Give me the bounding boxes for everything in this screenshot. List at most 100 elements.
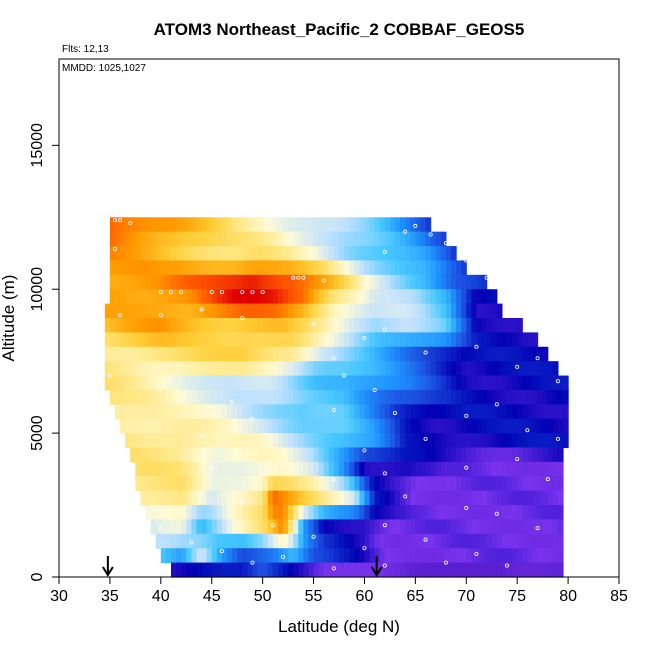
sample-point (494, 511, 499, 516)
curtain-cell (451, 274, 457, 290)
curtain-cell (145, 461, 152, 477)
curtain-cell (165, 346, 172, 362)
curtain-cell (150, 519, 157, 535)
curtain-cell (384, 562, 391, 578)
curtain-cell (476, 447, 483, 463)
curtain-cell (440, 246, 447, 262)
curtain-cell (445, 346, 452, 362)
sample-point (362, 546, 367, 551)
curtain-cell (496, 303, 503, 319)
curtain-cell (104, 361, 111, 377)
curtain-cell (522, 505, 528, 521)
curtain-cell (333, 433, 340, 449)
curtain-cell (221, 361, 228, 377)
curtain-cell (191, 461, 198, 477)
curtain-cell (333, 274, 340, 290)
curtain-cell (221, 318, 228, 333)
curtain-cell (171, 246, 177, 262)
curtain-cell (293, 260, 299, 276)
curtain-cell (364, 519, 371, 535)
curtain-cell (374, 332, 381, 348)
curtain-cell (186, 274, 192, 290)
dates-annotation: MMDD: 1025,1027 (62, 63, 146, 74)
curtain-cell (165, 303, 172, 319)
curtain-cell (267, 231, 274, 247)
curtain-cell (354, 274, 360, 290)
curtain-cell (160, 476, 167, 492)
curtain-cell (415, 519, 422, 535)
curtain-cell (481, 519, 488, 535)
curtain-cell (145, 289, 152, 305)
curtain-cell (369, 217, 376, 233)
curtain-cell (451, 361, 457, 377)
curtain-cell (354, 548, 360, 564)
curtain-cell (308, 361, 315, 377)
curtain-cell (191, 389, 198, 405)
curtain-cell (532, 346, 539, 362)
curtain-cell (186, 562, 192, 578)
curtain-cell (501, 505, 508, 521)
curtain-cell (461, 548, 467, 564)
curtain-cell (359, 303, 366, 319)
curtain-cell (451, 519, 457, 535)
curtain-cell (456, 533, 462, 549)
curtain-cell (186, 346, 192, 362)
curtain-cell (232, 519, 238, 535)
curtain-cell (507, 361, 513, 377)
curtain-cell (379, 217, 386, 233)
curtain-cell (257, 476, 264, 492)
curtain-cell (293, 332, 299, 348)
curtain-cell (140, 217, 147, 233)
curtain-cell (410, 476, 416, 492)
curtain-cell (242, 289, 248, 305)
curtain-cell (379, 505, 386, 521)
sample-point (545, 477, 550, 482)
curtain-cell (125, 274, 131, 290)
curtain-cell (288, 303, 294, 319)
curtain-cell (410, 418, 416, 434)
curtain-cell (349, 562, 355, 578)
curtain-cell (425, 217, 432, 233)
curtain-cell (425, 389, 432, 405)
curtain-cell (272, 246, 279, 262)
curtain-cell (160, 447, 167, 463)
sample-point (240, 290, 245, 295)
curtain-cell (323, 389, 330, 405)
curtain-cell (369, 433, 376, 449)
curtain-cell (247, 418, 254, 434)
curtain-cell (491, 548, 498, 564)
curtain-cell (359, 217, 366, 233)
curtain-cell (369, 332, 376, 348)
curtain-cell (563, 418, 569, 434)
curtain-cell (150, 375, 157, 391)
curtain-cell (344, 361, 350, 377)
curtain-cell (364, 562, 371, 578)
curtain-cell (165, 476, 172, 492)
curtain-cell (481, 533, 488, 549)
curtain-cell (354, 332, 360, 348)
curtain-cell (216, 303, 223, 319)
curtain-cell (211, 332, 218, 348)
curtain-cell (232, 418, 238, 434)
curtain-cell (267, 332, 274, 348)
curtain-cell (339, 461, 345, 477)
curtain-cell (186, 303, 192, 319)
curtain-cell (115, 246, 121, 262)
curtain-cell (206, 418, 213, 434)
curtain-cell (395, 533, 401, 549)
curtain-cell (120, 303, 126, 319)
curtain-cell (486, 418, 493, 434)
curtain-cell (232, 533, 238, 549)
curtain-cell (196, 361, 203, 377)
curtain-cell (547, 505, 554, 521)
curtain-cell (221, 433, 228, 449)
curtain-cell (512, 562, 518, 578)
curtain-cell (237, 562, 243, 578)
curtain-cell (445, 447, 452, 463)
curtain-cell (176, 476, 182, 492)
curtain-cell (313, 447, 320, 463)
curtain-cell (298, 476, 304, 492)
curtain-cell (196, 231, 203, 247)
flight-arrow (102, 556, 114, 577)
curtain-cell (344, 260, 350, 276)
